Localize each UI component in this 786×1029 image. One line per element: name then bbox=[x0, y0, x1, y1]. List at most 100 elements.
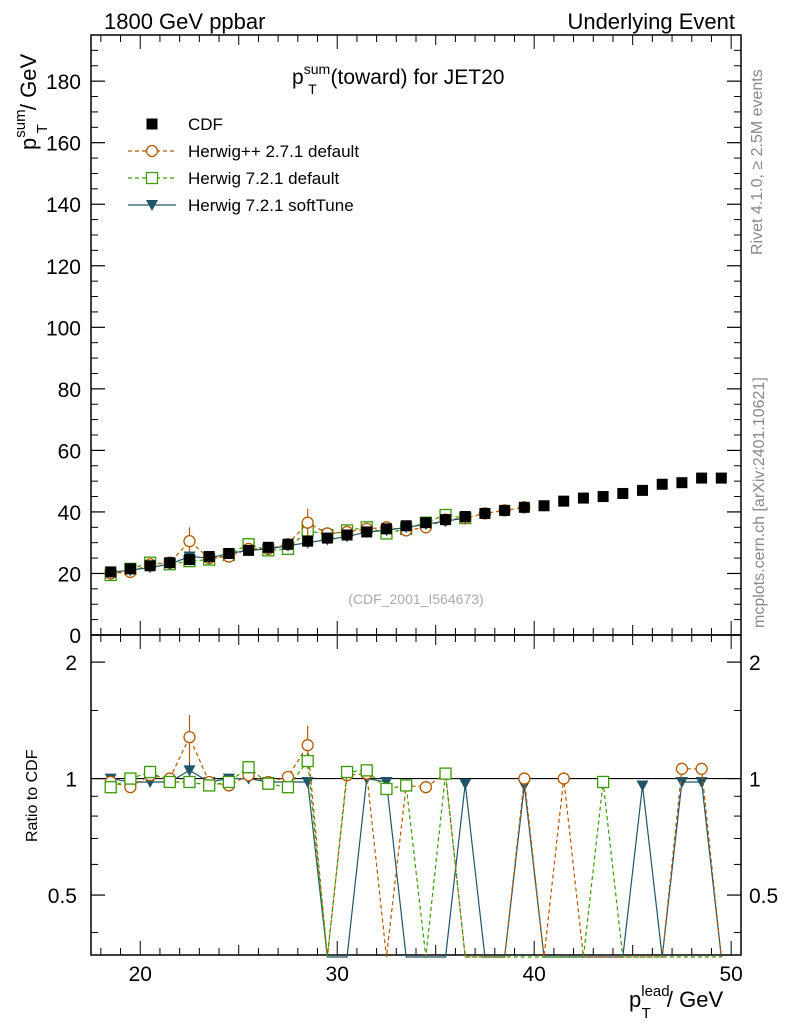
main-point-cdf bbox=[124, 563, 136, 575]
rivet-label: Rivet 4.1.0, ≥ 2.5M events bbox=[749, 69, 766, 255]
ratio-point-h721 bbox=[439, 767, 452, 780]
ratio-ytick-label-left: 1 bbox=[65, 769, 77, 792]
main-point-cdf bbox=[164, 557, 176, 569]
ratio-point-h721 bbox=[222, 775, 236, 789]
ratio-xtick-label: 50 bbox=[719, 963, 742, 986]
legend-label-cdf: CDF bbox=[188, 115, 223, 134]
chart-title-rest: (toward) for JET20 bbox=[325, 66, 505, 89]
legend-label-h721: Herwig 7.2.1 default bbox=[188, 169, 339, 188]
ratio-point-hpp bbox=[419, 781, 432, 794]
xlabel: plead T / GeV bbox=[629, 983, 723, 1022]
main-point-cdf bbox=[183, 554, 195, 566]
chart-title: psum T (toward) for JET20 bbox=[292, 61, 504, 97]
main-point-cdf bbox=[597, 491, 609, 503]
main-point-cdf bbox=[440, 514, 452, 526]
ratio-point-hpp bbox=[301, 739, 314, 752]
ratio-point-soft bbox=[695, 776, 708, 788]
legend-entry-cdf: CDF bbox=[146, 115, 223, 134]
legend-label-soft: Herwig 7.2.1 softTune bbox=[188, 196, 354, 215]
main-ytick-label: 120 bbox=[46, 256, 81, 279]
header-right: Underlying Event bbox=[567, 9, 735, 34]
xlabel-sup: lead bbox=[641, 983, 669, 1000]
header-left: 1800 GeV ppbar bbox=[104, 9, 265, 34]
ratio-xtick-label: 40 bbox=[523, 963, 546, 986]
main-point-cdf bbox=[518, 501, 530, 513]
ratio-point-soft bbox=[675, 776, 688, 788]
main-series-layer bbox=[104, 472, 727, 582]
main-point-cdf bbox=[656, 478, 668, 490]
main-ytick-label: 100 bbox=[46, 317, 81, 340]
main-ytick-label: 20 bbox=[58, 563, 81, 586]
main-point-cdf bbox=[715, 472, 727, 484]
legend-entry-h721: Herwig 7.2.1 default bbox=[128, 169, 339, 188]
main-point-cdf bbox=[302, 535, 314, 547]
main-point-cdf bbox=[676, 477, 688, 489]
main-point-cdf bbox=[459, 511, 471, 523]
main-point-cdf bbox=[361, 526, 373, 538]
ratio-axis-ticks: 20 30 40 50 0.5 0.5 1 1 2 2 bbox=[48, 635, 778, 986]
legend-label-hpp: Herwig++ 2.7.1 default bbox=[188, 142, 359, 161]
main-point-hpp bbox=[301, 516, 314, 529]
main-series-line-hpp bbox=[110, 506, 525, 575]
main-axis-ticks: 0 20 40 60 80 100 120 140 160 180 bbox=[46, 34, 741, 648]
mcplots-label: mcplots.cern.ch [arXiv:2401.10621] bbox=[751, 377, 768, 628]
ratio-ytick-label-right: 0.5 bbox=[749, 885, 778, 908]
main-ytick-label: 160 bbox=[46, 133, 81, 156]
ratio-point-h721 bbox=[281, 781, 295, 794]
ratio-point-soft bbox=[301, 776, 314, 788]
main-ylabel-sup: sum bbox=[12, 109, 29, 137]
main-point-cdf bbox=[617, 487, 629, 499]
main-point-cdf bbox=[380, 523, 392, 535]
main-ytick-label: 0 bbox=[69, 625, 81, 648]
legend-marker-hpp bbox=[145, 144, 159, 158]
main-point-cdf bbox=[400, 520, 412, 532]
ratio-series-line-hpp bbox=[110, 735, 722, 958]
main-point-cdf bbox=[558, 495, 570, 507]
ratio-point-h721 bbox=[301, 754, 314, 768]
ratio-point-hpp bbox=[183, 730, 196, 744]
ratio-point-h721 bbox=[183, 775, 196, 789]
ratio-point-soft bbox=[183, 765, 196, 777]
legend-marker-soft bbox=[146, 200, 158, 211]
main-ytick-label: 140 bbox=[46, 194, 81, 217]
legend-entry-soft: Herwig 7.2.1 softTune bbox=[128, 196, 354, 215]
main-point-cdf bbox=[282, 538, 294, 550]
main-point-cdf bbox=[223, 547, 235, 559]
main-point-cdf bbox=[341, 529, 353, 541]
analysis-watermark: (CDF_2001_I564673) bbox=[348, 591, 483, 607]
main-point-cdf bbox=[203, 551, 215, 563]
main-point-cdf bbox=[144, 560, 156, 572]
ratio-point-h721 bbox=[380, 782, 393, 796]
xlabel-rest: / GeV bbox=[661, 987, 724, 1012]
ratio-point-hpp bbox=[281, 770, 295, 784]
ratio-point-h721 bbox=[163, 775, 176, 789]
xlabel-base: p bbox=[629, 987, 641, 1012]
ratio-series-line-soft bbox=[110, 769, 722, 958]
main-point-hpp bbox=[183, 535, 196, 548]
ratio-point-hpp bbox=[695, 762, 708, 775]
legend-entry-hpp: Herwig++ 2.7.1 default bbox=[128, 142, 359, 161]
main-ytick-label: 80 bbox=[58, 379, 81, 402]
ratio-series-layer bbox=[104, 714, 722, 958]
main-point-cdf bbox=[479, 507, 491, 519]
main-point-cdf bbox=[243, 544, 255, 556]
main-point-cdf bbox=[577, 492, 589, 504]
xlabel-sub: T bbox=[642, 1005, 651, 1022]
ratio-point-soft bbox=[459, 778, 472, 790]
main-point-cdf bbox=[420, 517, 432, 529]
main-ylabel-base: p bbox=[16, 138, 41, 150]
ratio-point-h721 bbox=[262, 777, 275, 790]
ratio-xtick-label: 30 bbox=[326, 963, 349, 986]
main-point-cdf bbox=[321, 532, 333, 544]
main-point-cdf bbox=[637, 484, 649, 496]
main-ytick-label: 40 bbox=[58, 502, 81, 525]
legend-marker-h721 bbox=[145, 171, 159, 185]
main-point-cdf bbox=[696, 472, 708, 484]
ratio-point-soft bbox=[380, 776, 393, 788]
main-ytick-label: 180 bbox=[46, 71, 81, 94]
ratio-point-hpp bbox=[675, 762, 689, 775]
main-ylabel: psum T / GeV bbox=[12, 54, 51, 150]
ratio-point-h721 bbox=[596, 775, 610, 789]
